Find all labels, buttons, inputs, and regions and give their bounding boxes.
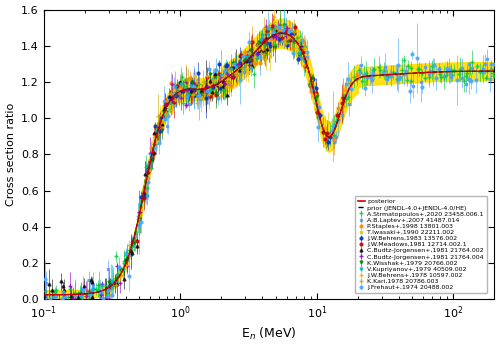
Legend: posterior, prior (JENDL-4.0+JENDL-4.0/HE), A.Strmatopoulos+,2020 23458.006.1, A.: posterior, prior (JENDL-4.0+JENDL-4.0/HE… (354, 196, 487, 293)
X-axis label: E$_n$ (MeV): E$_n$ (MeV) (242, 326, 297, 342)
Y-axis label: Cross section ratio: Cross section ratio (6, 103, 16, 206)
